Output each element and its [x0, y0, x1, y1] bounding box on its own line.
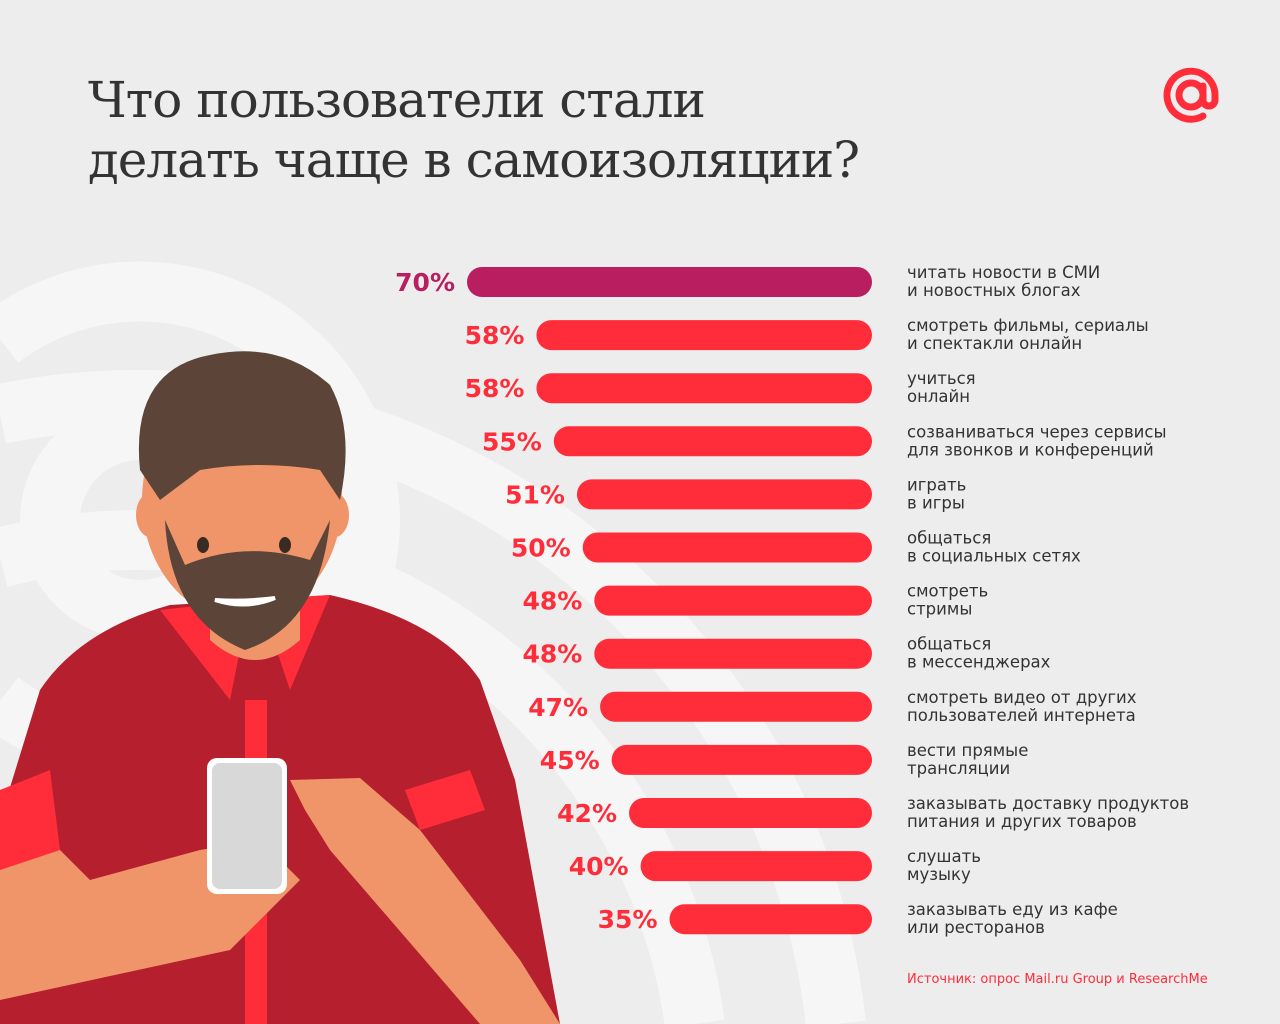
category-label: пользователей интернета [907, 706, 1136, 725]
value-label: 47% [528, 693, 588, 722]
background-arc [0, 510, 725, 1024]
bar [600, 691, 872, 722]
page-title: Что пользователи стали делать чаще в сам… [88, 70, 860, 190]
category-label: стримы [907, 600, 972, 619]
bar [594, 638, 872, 669]
category-label: заказывать доставку продуктов [907, 794, 1189, 813]
bar [669, 904, 872, 935]
category-label: смотреть [907, 582, 988, 601]
category-label: и новостных блогах [907, 281, 1081, 300]
category-label: читать новости в СМИ [907, 263, 1100, 282]
category-label: питания и других товаров [907, 812, 1137, 831]
value-label: 70% [395, 268, 455, 297]
bar [611, 744, 872, 775]
value-label: 48% [522, 640, 582, 669]
bar [553, 426, 872, 457]
category-label: или ресторанов [907, 918, 1045, 937]
bar [594, 585, 872, 616]
category-label: общаться [907, 635, 991, 654]
value-label: 45% [540, 746, 600, 775]
bar [536, 320, 872, 351]
value-label: 58% [465, 321, 525, 350]
bar [576, 479, 872, 510]
category-label: созваниваться через сервисы [907, 422, 1167, 441]
category-label: общаться [907, 529, 991, 548]
category-label: вести прямые [907, 741, 1028, 760]
title-line-1: Что пользователи стали [88, 71, 706, 129]
category-label: для звонков и конференций [907, 440, 1154, 459]
value-label: 58% [465, 374, 525, 403]
category-label: в социальных сетях [907, 547, 1081, 566]
value-label: 50% [511, 534, 571, 563]
category-label: и спектакли онлайн [907, 334, 1082, 353]
man-with-phone-illustration [0, 351, 560, 1024]
mail-ru-at-logo-icon [1163, 67, 1219, 123]
title-line-2: делать чаще в самоизоляции? [88, 131, 860, 189]
category-label: в мессенджерах [907, 653, 1051, 672]
value-label: 40% [569, 852, 629, 881]
category-label: онлайн [907, 387, 970, 406]
category-label: смотреть фильмы, сериалы [907, 316, 1149, 335]
bar [629, 798, 872, 828]
value-label: 42% [557, 799, 617, 828]
value-label: 51% [505, 480, 565, 509]
category-label: заказывать еду из кафе [907, 900, 1118, 919]
category-label: играть [907, 475, 966, 494]
value-label: 48% [522, 587, 582, 616]
bar [640, 851, 872, 882]
bar [467, 267, 872, 297]
source-note: Источник: опрос Mail.ru Group и Research… [907, 972, 1208, 987]
category-label: в игры [907, 493, 965, 512]
category-label: учиться [907, 369, 976, 388]
value-label: 35% [598, 905, 658, 934]
category-label: трансляции [907, 759, 1010, 778]
category-label: слушать [907, 847, 981, 866]
category-label: музыку [907, 865, 971, 884]
value-label: 55% [482, 427, 542, 456]
bar [536, 373, 872, 404]
bar [582, 532, 872, 563]
category-label: смотреть видео от других [907, 688, 1137, 707]
